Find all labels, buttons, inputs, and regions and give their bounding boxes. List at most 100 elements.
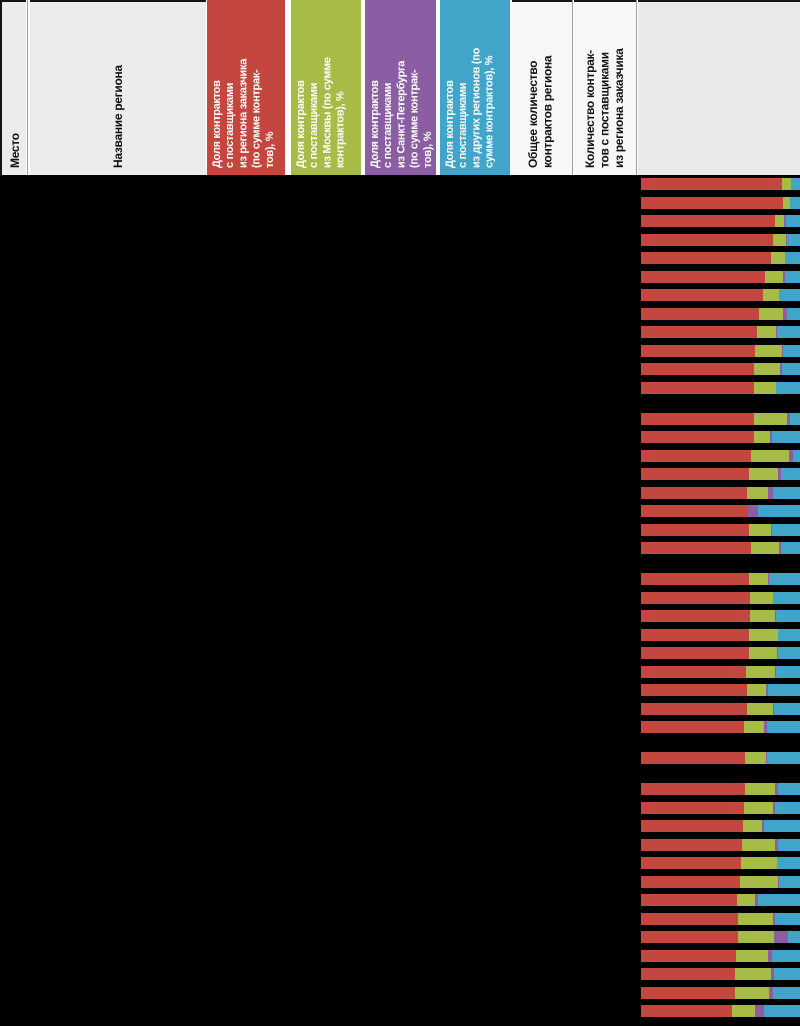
bar-segment-spb [776,647,779,659]
bar-group [641,573,800,733]
stacked-bar [641,684,800,696]
bar-segment-spb [781,344,783,357]
bar-segment-moscow [740,875,779,888]
column-header-place: Место [0,0,26,175]
bar-segment-spb [786,412,791,425]
stacked-bar [641,591,800,604]
stacked-bar [641,931,800,943]
bar-segment-other [786,215,800,227]
bar-segment-region [641,252,772,264]
bar-segment-spb [755,1005,765,1017]
bar-segment-region [641,647,749,659]
bar-segment-region [641,523,749,536]
stacked-bar [641,857,800,869]
bar-segment-moscow [744,752,766,764]
bar-segment-spb [784,215,787,227]
bar-segment-spb [767,949,773,962]
bar-segment-moscow [755,344,782,357]
bar-segment-spb [768,486,773,499]
bar-segment-region [641,363,755,375]
stacked-bar [641,523,800,536]
bar-segment-moscow [751,542,780,554]
bar-segment-region [641,968,735,980]
bar-segment-other [782,363,800,375]
bar-segment-region [641,875,741,888]
bar-segment-other [767,684,800,696]
bar-segment-moscow [754,412,787,425]
bar-segment-spb [786,233,787,246]
bar-segment-other [758,894,800,906]
column-header-place-label: Место [8,133,22,168]
stacked-bar [641,449,800,462]
column-header-share-moscow-label: Доля контрактов с поставщиками из Москвы… [295,57,347,168]
bar-segment-moscow [754,431,771,443]
bar-segment-region [641,289,763,301]
bar-segment-other [764,1005,800,1017]
bar-segment-moscow [746,702,773,715]
stacked-bar [641,610,800,622]
table-body [0,175,800,1026]
bar-segment-other [789,196,800,209]
bar-segment-moscow [737,931,774,943]
bar-segment-other [778,783,800,795]
bar-segment-other [774,801,800,814]
bar-segment-region [641,684,747,696]
bar-segment-region [641,431,755,443]
bar-segment-other [786,307,800,320]
stacked-bar [641,412,800,425]
header-divider [636,0,637,175]
bar-segment-spb [775,610,776,622]
bar-segment-region [641,931,738,943]
bar-segment-moscow [759,307,784,320]
bar-segment-moscow [782,196,790,209]
bar-segment-region [641,591,751,604]
bar-segment-region [641,449,752,462]
bar-segment-spb [780,363,783,375]
column-header-share-spb: Доля контрактов с поставщиками из Санкт-… [365,0,436,175]
bar-segment-spb [774,838,779,851]
bar-segment-spb [779,542,781,554]
bar-segment-other [785,270,800,283]
bar-segment-region [641,783,745,795]
bar-segment-moscow [754,381,777,394]
stacked-bar [641,505,800,517]
bar-segment-region [641,573,749,585]
bar-segment-moscow [744,801,774,814]
bar-segment-other [785,252,800,264]
bar-segment-region [641,752,745,764]
bar-segment-other [774,912,800,925]
bar-segment-region [641,542,752,554]
bar-segment-moscow [781,178,791,190]
stacked-bar [641,875,800,888]
bar-segment-other [786,233,800,246]
stacked-bar [641,252,800,264]
bar-segment-moscow [748,573,768,585]
bar-segment-moscow [744,721,765,733]
bar-segment-other [775,610,800,622]
bar-segment-other [780,468,800,480]
bar-segment-moscow [750,610,776,622]
bar-segment-spb [789,449,793,462]
stacked-bar [641,215,800,227]
bar-segment-region [641,721,745,733]
stacked-bar [641,468,800,480]
bar-segment-region [641,986,735,999]
bar-segment-region [641,486,748,499]
bar-segment-moscow [735,949,768,962]
bar-segment-other [769,573,800,585]
bar-segment-other [778,838,800,851]
bar-segment-other [764,820,800,832]
bar-segment-spb [768,986,774,999]
bar-segment-moscow [762,289,780,301]
stacked-bar [641,894,800,906]
bar-segment-other [779,289,800,301]
bar-segment-region [641,838,743,851]
stacked-bar [641,233,800,246]
bar-segment-spb [774,665,777,678]
column-header-share-moscow: Доля контрактов с поставщиками из Москвы… [291,0,361,175]
bar-segment-spb [761,820,765,832]
bar-segment-moscow [732,1005,755,1017]
stacked-bar [641,381,800,394]
stacked-bar [641,665,800,678]
stacked-bar [641,702,800,715]
